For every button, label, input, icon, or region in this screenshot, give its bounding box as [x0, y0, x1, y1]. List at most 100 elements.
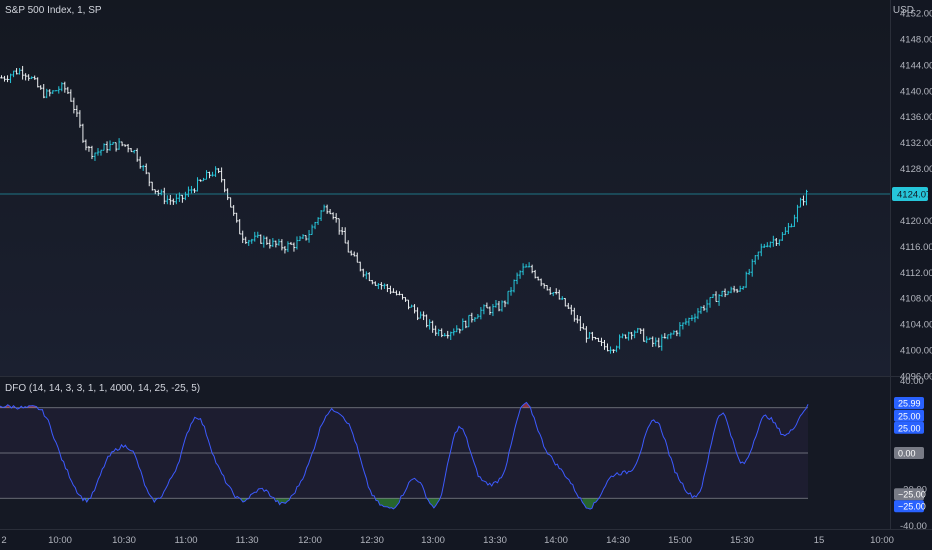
ohlc-bar [729, 286, 733, 294]
time-tick-label: 15 [814, 535, 825, 546]
ohlc-bar [33, 75, 36, 80]
main-pane[interactable] [0, 0, 890, 376]
ohlc-bar [163, 187, 166, 205]
ohlc-bar [184, 191, 187, 201]
time-tick-label: 2 [1, 535, 6, 546]
ohlc-bar [485, 302, 489, 309]
ohlc-bar [238, 219, 241, 235]
ohlc-bar [144, 163, 148, 175]
ohlc-bar [205, 170, 208, 180]
dfo-value-badge: 25.99 [894, 396, 924, 409]
ohlc-bar [105, 141, 109, 153]
ohlc-bar [156, 189, 160, 196]
price-axis[interactable]: 4152.00 4148.00 4144.00 4140.00 4136.00 4132.… [892, 8, 932, 383]
ohlc-bar [606, 343, 609, 352]
ohlc-bar [419, 311, 422, 319]
ohlc-bar [153, 189, 157, 195]
ohlc-bar [594, 336, 597, 340]
ohlc-bar [597, 337, 600, 342]
ohlc-bar [747, 268, 751, 275]
ohlc-bar [663, 333, 667, 339]
time-tick-label: 10:00 [870, 535, 894, 546]
ohlc-bar [340, 227, 344, 235]
ohlc-bar [726, 290, 730, 296]
svg-text:0.00: 0.00 [898, 449, 916, 459]
ohlc-bar [123, 144, 127, 147]
ohlc-bar [289, 241, 293, 245]
time-axis[interactable] [0, 529, 932, 550]
dfo-axis[interactable]: 40.00-20.00-40.0025.9925.0025.000.00−25.… [894, 376, 927, 532]
ohlc-bar [172, 198, 175, 205]
ohlc-bar [223, 179, 226, 193]
ohlc-bar [443, 333, 447, 337]
ohlc-bar [319, 210, 323, 221]
time-tick-label: 15:00 [668, 535, 692, 546]
ohlc-bar [377, 283, 380, 290]
ohlc-bar [545, 285, 549, 291]
svg-text:25.00: 25.00 [898, 411, 921, 421]
symbol-legend[interactable]: S&P 500 Index, 1, SP [5, 5, 102, 16]
dfo-line [0, 401, 809, 510]
ohlc-bar [425, 314, 428, 328]
ohlc-bar [27, 74, 30, 81]
ohlc-bar [313, 221, 317, 230]
ohlc-bar [24, 73, 27, 81]
indicator-legend[interactable]: DFO (14, 14, 3, 3, 1, 1, 4000, 14, 25, -… [5, 383, 201, 394]
ohlc-bar [15, 68, 18, 75]
ohlc-bar [654, 337, 658, 347]
ohlc-bar [428, 319, 431, 330]
ohlc-bar [560, 296, 564, 301]
ohlc-bar [395, 290, 398, 296]
ohlc-bar [87, 145, 91, 152]
ohlc-bar [711, 294, 715, 299]
ohlc-bar [328, 208, 332, 215]
ohlc-bar [557, 289, 561, 300]
price-tick-label: 4104.00 [900, 320, 932, 331]
ohlc-bar [636, 327, 639, 333]
ohlc-bar [554, 288, 558, 295]
ohlc-bar [229, 197, 232, 208]
ohlc-bar [337, 218, 341, 235]
ohlc-bar [437, 328, 440, 337]
time-axis-labels: 2 10:00 10:30 11:00 11:30 12:00 12:30 13:00 13:3… [1, 535, 894, 546]
ohlc-bar [756, 251, 760, 260]
ohlc-bar [117, 138, 121, 150]
dfo-extreme-zone [82, 498, 91, 502]
ohlc-bar [609, 346, 612, 354]
ohlc-bar [494, 300, 498, 308]
ohlc-bar [343, 227, 347, 244]
ohlc-bar [310, 224, 314, 235]
ohlc-bar [349, 250, 353, 256]
ohlc-bar [612, 349, 615, 354]
ohlc-bar [600, 337, 603, 347]
ohlc-bar [135, 148, 139, 162]
ohlc-bar [322, 204, 326, 212]
ohlc-bar [358, 261, 362, 272]
ohlc-bar [138, 156, 142, 169]
ohlc-bar [268, 239, 272, 249]
ohlc-bar [316, 217, 320, 225]
dfo-value-badge: 25.00 [894, 421, 924, 434]
ohlc-bar [75, 105, 79, 117]
ohlc-bar [108, 140, 112, 151]
ohlc-bar [371, 279, 374, 285]
ohlc-bar [497, 300, 501, 312]
price-tick-label: 4136.00 [900, 112, 932, 123]
ohlc-bar [196, 177, 199, 192]
time-tick-label: 12:00 [298, 535, 322, 546]
ohlc-bar [615, 345, 618, 353]
ohlc-bar [796, 204, 799, 223]
ohlc-bar [129, 147, 133, 153]
ohlc-bar [744, 271, 748, 288]
ohlc-bar [220, 167, 223, 183]
price-tick-label: 4152.00 [900, 8, 932, 19]
ohlc-bar [802, 195, 805, 206]
price-tick-label: 4108.00 [900, 294, 932, 305]
ohlc-bar [678, 322, 682, 337]
ohlc-bar [193, 188, 196, 193]
ohlc-bar [446, 330, 450, 339]
ohlc-bar [648, 337, 652, 341]
ohlc-bar [36, 77, 39, 88]
ohlc-bar [66, 86, 70, 94]
